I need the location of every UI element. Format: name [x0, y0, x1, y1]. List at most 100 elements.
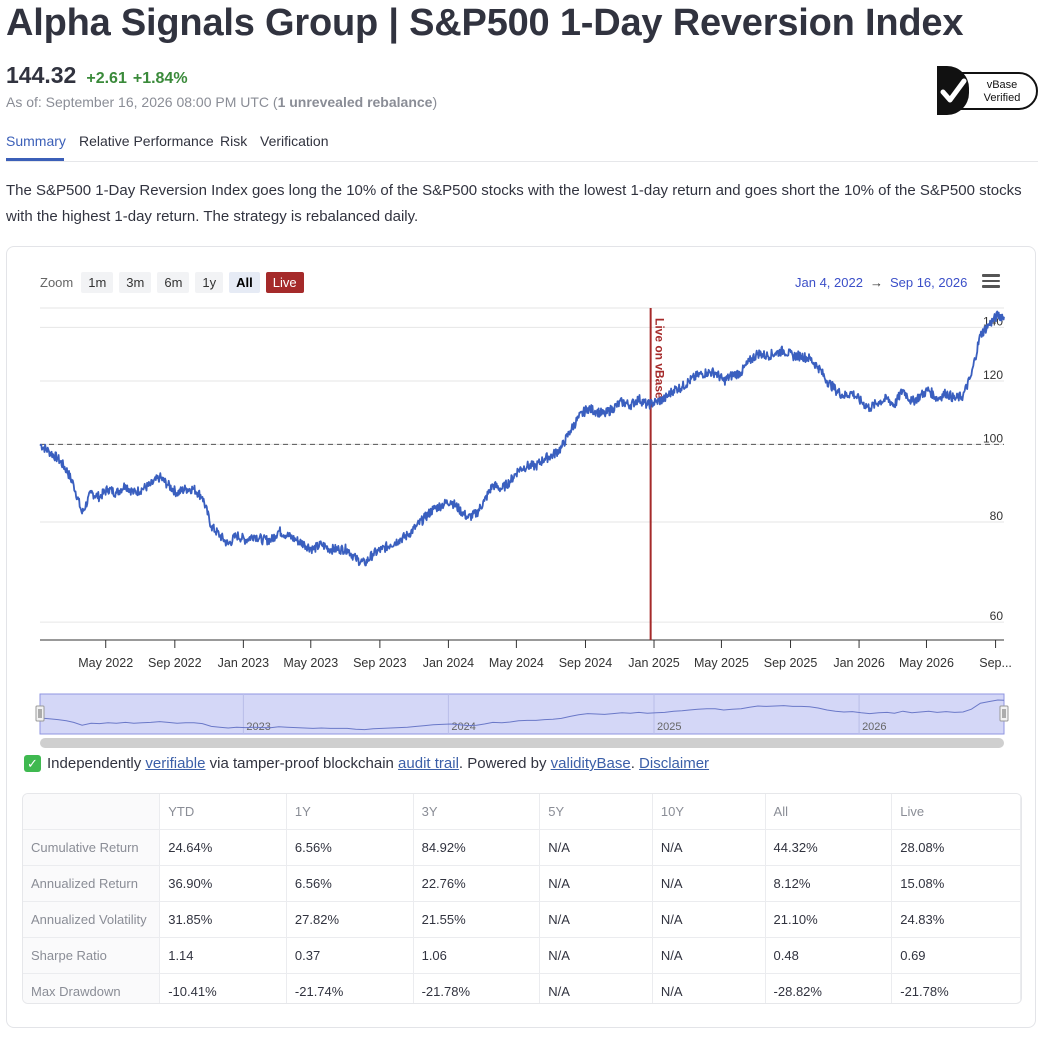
zoom-1m-button[interactable]: 1m	[81, 272, 114, 293]
table-cell: N/A	[539, 973, 653, 1003]
table-cell: 8.12%	[765, 865, 893, 902]
audit-trail-link[interactable]: audit trail	[398, 755, 459, 772]
table-row: Max Drawdown -10.41% -21.74% -21.78% N/A N/A -…	[23, 973, 1021, 1003]
table-cell: 6.56%	[286, 829, 414, 866]
change-absolute: +2.61	[86, 70, 127, 87]
range-arrow: →	[869, 275, 883, 290]
as-of-timestamp: As of: September 16, 2026 08:00 PM UTC (…	[6, 94, 437, 110]
table-cell: 0.48	[765, 937, 893, 974]
zoom-controls: Zoom 1m 3m 6m 1y All Live	[40, 272, 304, 293]
badge-text: vBase Verified	[977, 79, 1027, 105]
column-header: 5Y	[539, 794, 653, 830]
column-header: Live	[891, 794, 1021, 830]
range-to[interactable]: Sep 16, 2026	[889, 275, 968, 290]
table-row: Sharpe Ratio 1.14 0.37 1.06 N/A N/A 0.48 0.69	[23, 937, 1021, 974]
date-range: Jan 4, 2022 → Sep 16, 2026	[795, 275, 967, 290]
tab-verification[interactable]: Verification	[260, 133, 329, 149]
table-cell: N/A	[652, 901, 766, 938]
table-cell: 1.14	[159, 937, 287, 974]
row-label: Annualized Return	[23, 865, 161, 902]
zoom-1y-button[interactable]: 1y	[195, 272, 224, 293]
active-tab-indicator	[6, 158, 64, 161]
chart-card	[6, 246, 1036, 1028]
index-price: 144.32	[6, 62, 77, 88]
badge-line1: vBase	[986, 79, 1018, 91]
table-cell: N/A	[652, 973, 766, 1003]
range-from[interactable]: Jan 4, 2022	[795, 275, 863, 290]
price-row: 144.32 +2.61 +1.84%	[6, 62, 188, 89]
table-cell: 6.56%	[286, 865, 414, 902]
zoom-6m-button[interactable]: 6m	[157, 272, 190, 293]
table-cell: -21.78%	[891, 973, 1021, 1003]
column-header	[23, 794, 161, 830]
table-cell: N/A	[652, 865, 766, 902]
checkmark-icon	[940, 78, 967, 103]
tab-risk[interactable]: Risk	[220, 133, 248, 149]
verifiable-link[interactable]: verifiable	[145, 755, 206, 772]
table-row: Annualized Volatility 31.85% 27.82% 21.55% N…	[23, 901, 1021, 938]
performance-table-grid: YTD 1Y 3Y 5Y 10Y All Live Cumulative Return 24.…	[23, 794, 1021, 1003]
change-percent: +1.84%	[132, 70, 188, 87]
table-cell: 0.69	[891, 937, 1021, 974]
table-cell: N/A	[652, 829, 766, 866]
page-title: Alpha Signals Group | S&P500 1-Day Rever…	[6, 2, 964, 44]
column-header: 3Y	[413, 794, 541, 830]
table-cell: -21.74%	[286, 973, 414, 1003]
table-row: Annualized Return 36.90% 6.56% 22.76% N/A N/A…	[23, 865, 1021, 902]
table-cell: 28.08%	[891, 829, 1021, 866]
column-header: 1Y	[286, 794, 414, 830]
table-cell: N/A	[539, 829, 653, 866]
table-cell: 84.92%	[413, 829, 541, 866]
tab-relative-performance[interactable]: Relative Performance	[79, 133, 214, 149]
table-cell: -21.78%	[413, 973, 541, 1003]
row-label: Cumulative Return	[23, 829, 161, 866]
table-cell: N/A	[539, 865, 653, 902]
unrevealed-rebalance: 1 unrevealed rebalance	[277, 94, 433, 110]
table-cell: 1.06	[413, 937, 541, 974]
zoom-all-button[interactable]: All	[229, 272, 260, 293]
disclaimer-link[interactable]: Disclaimer	[639, 755, 710, 772]
tab-bar: Summary Relative Performance Risk Verifi…	[6, 126, 1038, 162]
table-cell: 27.82%	[286, 901, 414, 938]
table-cell: 21.10%	[765, 901, 893, 938]
table-cell: 36.90%	[159, 865, 287, 902]
zoom-3m-button[interactable]: 3m	[119, 272, 152, 293]
table-cell: N/A	[539, 937, 653, 974]
as-of-suffix: )	[432, 94, 438, 110]
column-header: YTD	[159, 794, 287, 830]
table-row: Cumulative Return 24.64% 6.56% 84.92% N/A N/A…	[23, 829, 1021, 866]
as-of-prefix: As of: September 16, 2026 08:00 PM UTC (	[6, 94, 278, 110]
vbase-verified-badge[interactable]: vBase Verified	[937, 66, 1038, 115]
table-cell: N/A	[539, 901, 653, 938]
zoom-live-button[interactable]: Live	[265, 272, 304, 293]
table-cell: 22.76%	[413, 865, 541, 902]
column-header: 10Y	[652, 794, 766, 830]
badge-line2: Verified	[983, 92, 1021, 104]
column-header: All	[765, 794, 893, 830]
badge-logo	[937, 66, 969, 115]
verify-mid2: . Powered by	[458, 755, 551, 772]
validitybase-link[interactable]: validityBase	[550, 755, 631, 772]
tab-summary[interactable]: Summary	[6, 133, 66, 149]
table-cell: 24.83%	[891, 901, 1021, 938]
table-cell: -28.82%	[765, 973, 893, 1003]
hamburger-menu-icon[interactable]	[982, 274, 1000, 288]
table-cell: 24.64%	[159, 829, 287, 866]
table-cell: -10.41%	[159, 973, 287, 1003]
table-cell: 44.32%	[765, 829, 893, 866]
row-label: Sharpe Ratio	[23, 937, 161, 974]
verify-mid1: via tamper-proof blockchain	[205, 755, 399, 772]
check-icon: ✓	[24, 755, 41, 772]
row-label: Annualized Volatility	[23, 901, 161, 938]
table-cell: N/A	[652, 937, 766, 974]
zoom-label: Zoom	[40, 275, 74, 290]
table-cell: 21.55%	[413, 901, 541, 938]
table-cell: 31.85%	[159, 901, 287, 938]
row-label: Max Drawdown	[23, 973, 161, 1003]
strategy-description: The S&P500 1-Day Reversion Index goes lo…	[6, 182, 1022, 225]
verification-note: ✓ Independently verifiable via tamper-pr…	[24, 755, 709, 772]
table-header-row: YTD 1Y 3Y 5Y 10Y All Live	[23, 794, 1021, 830]
verify-mid3: .	[630, 755, 640, 772]
performance-table: YTD 1Y 3Y 5Y 10Y All Live Cumulative Return 24.…	[22, 793, 1022, 1004]
verify-prefix: Independently	[47, 755, 146, 772]
